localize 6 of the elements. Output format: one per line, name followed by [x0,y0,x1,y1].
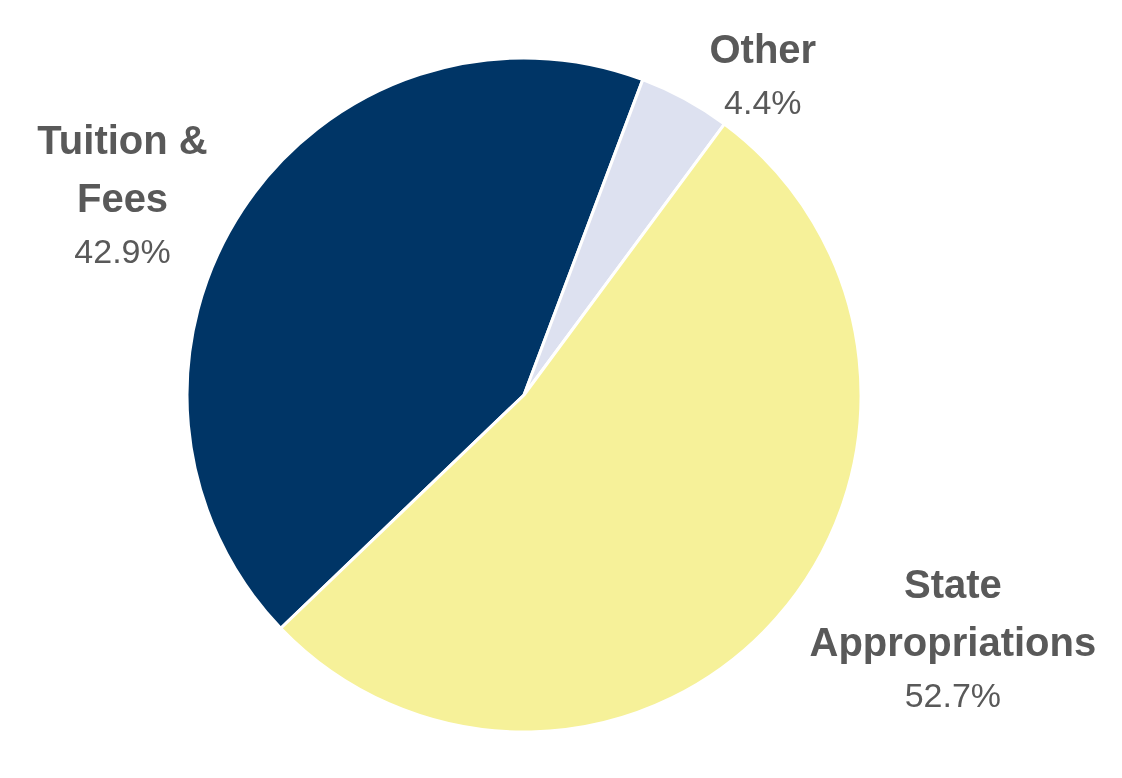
slice-label: State Appropriations [809,562,1097,665]
data-label: 42.9% [74,231,171,270]
data-label: 4.4% [724,82,802,121]
slice-label: Tuition & Fees [37,117,208,220]
data-label: 52.7% [904,676,1002,715]
slice-label: Other [709,26,817,71]
